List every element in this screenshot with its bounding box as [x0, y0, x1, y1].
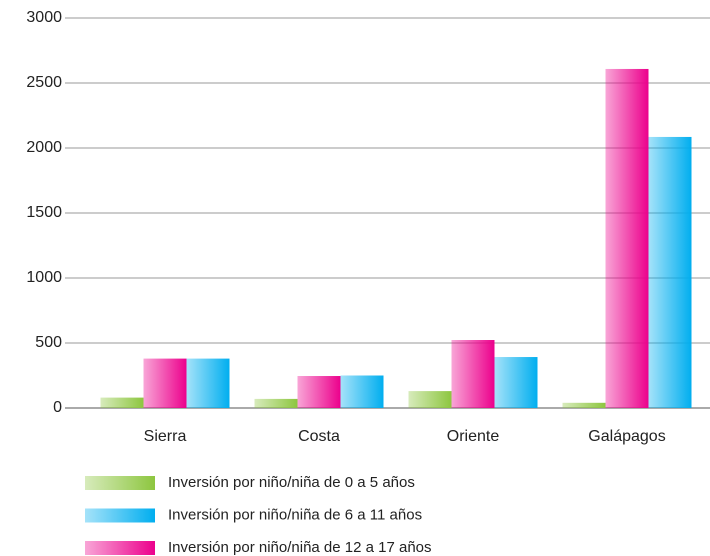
- legend-label: Inversión por niño/niña de 0 a 5 años: [168, 474, 415, 491]
- y-tick-label: 1500: [26, 204, 62, 221]
- x-tick-label: Oriente: [447, 428, 500, 445]
- y-tick-label: 0: [53, 399, 62, 416]
- bar: [186, 358, 230, 408]
- bar: [451, 340, 495, 408]
- bar: [494, 357, 538, 408]
- bar: [562, 402, 606, 408]
- bar: [340, 375, 384, 408]
- y-tick-label: 500: [35, 334, 62, 351]
- legend-swatch: [85, 541, 155, 555]
- legend-label: Inversión por niño/niña de 6 a 11 años: [168, 506, 422, 523]
- bar: [143, 358, 187, 408]
- y-tick-label: 3000: [26, 9, 62, 26]
- bar: [297, 376, 341, 408]
- x-tick-label: Costa: [298, 428, 340, 445]
- y-tick-label: 2000: [26, 139, 62, 156]
- bar: [100, 397, 144, 408]
- bar: [254, 398, 298, 408]
- y-tick-label: 1000: [26, 269, 62, 286]
- legend-swatch: [85, 508, 155, 523]
- legend-swatch: [85, 476, 155, 490]
- y-tick-label: 2500: [26, 74, 62, 91]
- bar: [605, 68, 649, 409]
- bar: [648, 136, 692, 408]
- legend-label: Inversión por niño/niña de 12 a 17 años: [168, 539, 432, 556]
- bar: [408, 391, 452, 408]
- x-tick-label: Sierra: [144, 428, 187, 445]
- x-tick-label: Galápagos: [588, 428, 665, 445]
